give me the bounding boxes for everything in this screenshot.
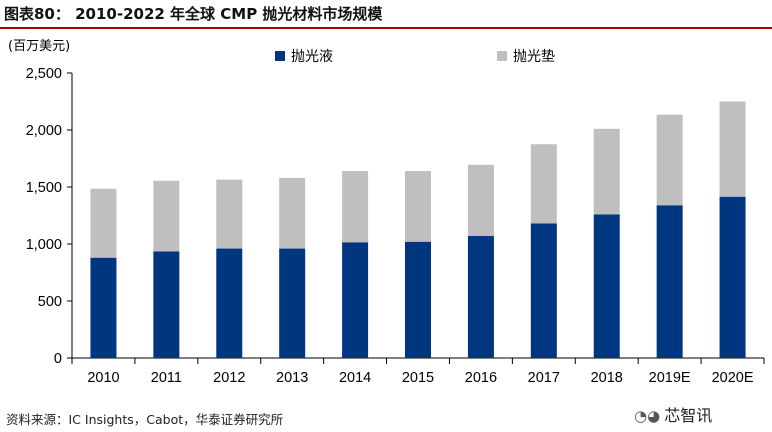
legend-label-pad: 抛光垫 bbox=[513, 49, 555, 65]
y-tick-label: 1,500 bbox=[26, 180, 62, 196]
x-tick-label: 2020E bbox=[712, 370, 754, 386]
x-tick-label: 2014 bbox=[339, 370, 371, 386]
x-tick-label: 2015 bbox=[402, 370, 434, 386]
bar-pad-2011 bbox=[153, 180, 180, 252]
bar-pad-2020E bbox=[719, 101, 746, 197]
x-tick-label: 2013 bbox=[276, 370, 308, 386]
bar-pad-2015 bbox=[405, 171, 431, 242]
bar-slurry-2010 bbox=[90, 257, 117, 358]
y-tick-label: 0 bbox=[54, 351, 62, 367]
y-tick-label: 1,000 bbox=[26, 237, 62, 253]
legend-swatch-pad bbox=[497, 51, 507, 61]
x-tick-label: 2010 bbox=[87, 370, 119, 386]
bar-pad-2016 bbox=[467, 164, 494, 237]
x-tick-label: 2018 bbox=[591, 370, 623, 386]
bar-slurry-2017 bbox=[530, 223, 557, 358]
bar-pad-2012 bbox=[216, 179, 243, 249]
x-tick-label: 2017 bbox=[528, 370, 560, 386]
bar-slurry-2014 bbox=[342, 242, 369, 358]
chart-title: 图表80： 2010-2022 年全球 CMP 抛光材料市场规模 bbox=[4, 5, 383, 23]
bar-slurry-2013 bbox=[279, 248, 306, 358]
bar-slurry-2012 bbox=[216, 248, 243, 358]
x-tick-label: 2011 bbox=[151, 370, 182, 386]
bar-pad-2017 bbox=[530, 144, 557, 224]
bar-slurry-2020E bbox=[719, 196, 746, 358]
bar-pad-2013 bbox=[279, 177, 306, 249]
legend-label-slurry: 抛光液 bbox=[291, 49, 333, 65]
y-tick-label: 2,500 bbox=[26, 66, 62, 82]
bar-slurry-2016 bbox=[467, 236, 494, 358]
x-tick-label: 2012 bbox=[213, 370, 245, 386]
x-tick-label: 2016 bbox=[465, 370, 497, 386]
y-tick-label: 500 bbox=[38, 294, 62, 310]
legend-swatch-slurry bbox=[275, 51, 285, 61]
bar-pad-2018 bbox=[593, 128, 620, 215]
source-note: 资料来源：IC Insights，Cabot，华泰证券研究所 bbox=[6, 412, 284, 427]
x-tick-label: 2019E bbox=[649, 370, 691, 386]
y-tick-label: 2,000 bbox=[26, 123, 62, 139]
y-unit-label: (百万美元) bbox=[8, 39, 70, 54]
bar-slurry-2011 bbox=[153, 251, 180, 358]
bar-pad-2010 bbox=[90, 188, 117, 258]
title-rule bbox=[0, 27, 772, 29]
bar-slurry-2018 bbox=[593, 214, 620, 358]
bar-pad-2019E bbox=[656, 114, 683, 206]
bar-slurry-2019E bbox=[656, 205, 683, 358]
bar-slurry-2015 bbox=[405, 241, 431, 358]
watermark-text: 芯智讯 bbox=[664, 406, 713, 425]
watermark: ◔◕ 芯智讯 bbox=[634, 404, 712, 428]
wechat-icon: ◔◕ bbox=[634, 407, 661, 425]
bar-pad-2014 bbox=[342, 171, 369, 243]
